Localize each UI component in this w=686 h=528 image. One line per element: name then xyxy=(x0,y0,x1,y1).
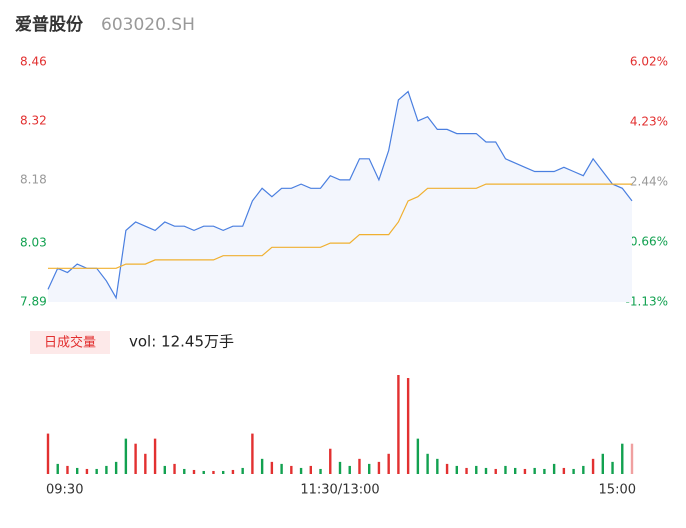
volume-bar xyxy=(114,461,118,474)
y2-tick-label: 0.66% xyxy=(630,234,668,248)
volume-bar xyxy=(134,443,137,474)
volume-bar xyxy=(416,438,420,474)
volume-bar xyxy=(445,463,449,474)
volume-bar xyxy=(348,465,351,474)
x-tick-label: 11:30/13:00 xyxy=(300,483,379,498)
volume-bar xyxy=(202,470,205,474)
volume-bar xyxy=(251,433,254,474)
volume-bar xyxy=(514,467,517,474)
volume-bar xyxy=(465,467,468,474)
volume-bar xyxy=(368,463,371,474)
y-tick-label: 8.32 xyxy=(20,113,47,127)
y-tick-label: 7.89 xyxy=(20,295,47,309)
volume-bar xyxy=(85,468,89,474)
volume-bar xyxy=(475,465,478,474)
volume-tag: 日成交量 xyxy=(44,335,96,351)
volume-bar xyxy=(231,469,235,474)
volume-bar xyxy=(572,468,575,474)
volume-bar xyxy=(105,465,108,474)
volume-bar xyxy=(260,458,264,474)
volume-bar xyxy=(562,467,566,474)
volume-bar xyxy=(183,468,186,474)
y2-tick-label: 6.02% xyxy=(630,55,668,69)
volume-bar xyxy=(222,470,225,474)
volume-bar xyxy=(552,463,556,474)
volume-bar xyxy=(241,467,244,474)
x-tick-label: 09:30 xyxy=(46,483,83,498)
volume-bar xyxy=(153,438,157,474)
volume-bar xyxy=(290,465,293,474)
price-line xyxy=(47,90,633,300)
y-tick-label: 8.46 xyxy=(20,55,47,69)
volume-bar xyxy=(124,438,128,474)
volume-bar xyxy=(319,468,322,474)
volume-bar xyxy=(582,465,585,474)
volume-bar xyxy=(66,465,69,474)
volume-bar xyxy=(95,468,98,474)
y2-tick-label: 4.23% xyxy=(630,115,668,129)
volume-bar xyxy=(397,375,400,474)
volume-bar xyxy=(455,465,458,474)
volume-bar xyxy=(494,468,497,474)
price-area xyxy=(48,91,632,302)
volume-bar xyxy=(56,463,59,474)
volume-bar xyxy=(309,465,312,474)
volume-bar xyxy=(329,448,332,474)
chart-title: 爱普股份 xyxy=(15,14,84,35)
average-line xyxy=(48,183,632,269)
y-tick-label: 8.03 xyxy=(20,236,47,250)
chart-subtitle: 603020.SH xyxy=(101,15,195,35)
volume-bar xyxy=(212,470,215,474)
volume-bar xyxy=(377,461,381,474)
volume-bar xyxy=(543,468,546,474)
volume-bar xyxy=(611,461,614,474)
volume-bar xyxy=(144,453,147,474)
volume-bar xyxy=(76,467,79,474)
y2-tick-label: -1.13% xyxy=(626,295,668,309)
volume-bar xyxy=(621,443,624,474)
y-tick-label: 8.18 xyxy=(20,172,47,186)
volume-bar xyxy=(406,378,410,474)
volume-bar xyxy=(163,465,166,474)
volume-tag-box xyxy=(30,331,110,354)
volume-bar xyxy=(630,443,634,474)
volume-bar xyxy=(504,465,507,474)
volume-bar xyxy=(484,467,488,474)
volume-bar xyxy=(299,467,303,474)
volume-bar xyxy=(192,469,196,474)
volume-bar xyxy=(358,458,361,474)
volume-bar xyxy=(338,461,342,474)
volume-bar xyxy=(270,461,274,474)
volume-bar xyxy=(173,463,176,474)
volume-bar xyxy=(387,453,390,474)
volume-bar xyxy=(426,453,429,474)
volume-bar xyxy=(533,467,536,474)
volume-bar xyxy=(601,453,604,474)
volume-bar xyxy=(591,458,595,474)
x-tick-label: 15:00 xyxy=(599,483,636,498)
volume-bar xyxy=(523,468,527,474)
volume-bar xyxy=(46,433,50,474)
volume-bar xyxy=(280,463,283,474)
volume-text: vol: 12.45万手 xyxy=(129,333,234,351)
y2-tick-label: 2.44% xyxy=(630,175,668,189)
volume-bar xyxy=(436,458,439,474)
